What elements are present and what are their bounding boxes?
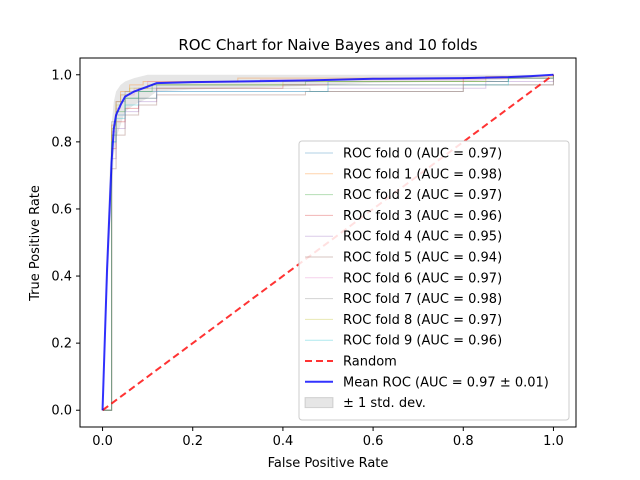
legend-entry-fold-8: ROC fold 8 (AUC = 0.97) <box>343 313 502 328</box>
roc-fold-0-line <box>102 74 554 411</box>
legend-entry-fold-9: ROC fold 9 (AUC = 0.96) <box>343 334 502 349</box>
axes-frame <box>79 57 577 428</box>
chart-title: ROC Chart for Naive Bayes and 10 folds <box>178 36 477 54</box>
legend-entry-fold-0: ROC fold 0 (AUC = 0.97) <box>343 147 502 162</box>
legend-entry-std-dev: ± 1 std. dev. <box>343 396 426 411</box>
y-tick-label: 0.4 <box>51 270 72 285</box>
plot-area: 0.0 0.2 0.4 0.6 0.8 1.0 0.0 0.2 0.4 0.6 0.8 1.0 <box>51 57 577 449</box>
y-tick-label: 0.8 <box>51 135 72 150</box>
legend-swatch <box>304 397 334 409</box>
y-tick-label: 1.0 <box>51 68 72 83</box>
legend: ROC fold 0 (AUC = 0.97) ROC fold 1 (AUC =… <box>298 140 570 421</box>
x-axis-label: False Positive Rate <box>268 456 389 471</box>
roc-fold-3-line <box>102 74 554 411</box>
legend-entry-random: Random <box>343 355 397 370</box>
legend-entry-fold-6: ROC fold 6 (AUC = 0.97) <box>343 271 502 286</box>
roc-fold-9-line <box>102 74 554 411</box>
y-tick-label: 0.6 <box>51 202 72 217</box>
roc-fold-4-line <box>102 74 554 411</box>
x-tick-label: 0.2 <box>182 434 203 449</box>
legend-box <box>298 140 570 421</box>
x-tick-label: 0.8 <box>453 434 474 449</box>
legend-entry-fold-7: ROC fold 7 (AUC = 0.98) <box>343 292 502 307</box>
x-tick-label: 1.0 <box>543 434 564 449</box>
legend-entry-fold-1: ROC fold 1 (AUC = 0.98) <box>343 167 502 182</box>
x-tick-label: 0.0 <box>92 434 113 449</box>
roc-fold-5-line <box>102 74 554 411</box>
legend-entry-fold-4: ROC fold 4 (AUC = 0.95) <box>343 230 502 245</box>
legend-entry-mean-roc: Mean ROC (AUC = 0.97 ± 0.01) <box>343 375 549 390</box>
x-tick-label: 0.4 <box>273 434 294 449</box>
legend-entry-fold-5: ROC fold 5 (AUC = 0.94) <box>343 251 502 266</box>
mean-roc-line <box>101 73 554 411</box>
y-tick-label: 0.2 <box>51 337 72 352</box>
x-tick-label: 0.6 <box>363 434 384 449</box>
legend-entry-fold-3: ROC fold 3 (AUC = 0.96) <box>343 209 502 224</box>
y-axis-label: True Positive Rate <box>28 185 43 302</box>
roc-fold-2-line <box>102 74 554 411</box>
y-tick-label: 0.0 <box>51 404 72 419</box>
legend-entry-fold-2: ROC fold 2 (AUC = 0.97) <box>343 188 502 203</box>
